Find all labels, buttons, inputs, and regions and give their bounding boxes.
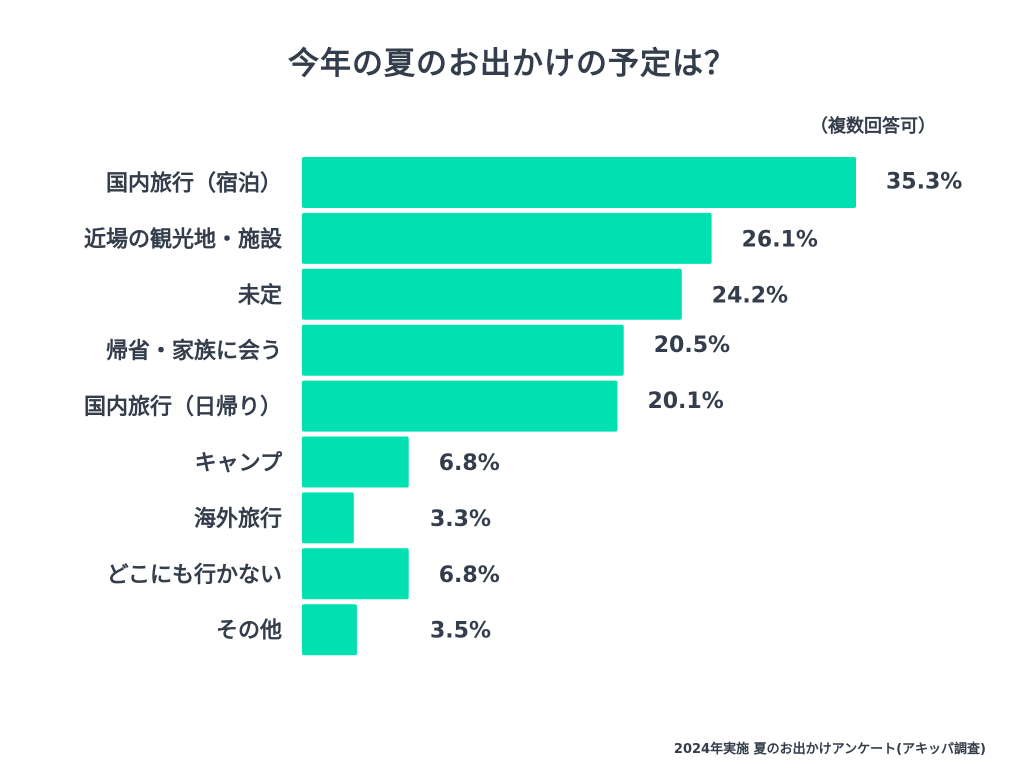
value-label: 35.3% bbox=[886, 170, 962, 195]
bar bbox=[302, 268, 682, 320]
value-label: 20.5% bbox=[654, 333, 730, 358]
category-label: 国内旅行（宿泊） bbox=[106, 171, 282, 197]
category-label: どこにも行かない bbox=[107, 562, 282, 588]
bar bbox=[302, 436, 409, 488]
bar-row: 海外旅行 3.3% bbox=[194, 492, 491, 544]
bar bbox=[302, 324, 624, 376]
bar-row: 国内旅行（宿泊） 35.3% bbox=[106, 157, 962, 208]
source-note: 2024年実施 夏のお出かけアンケート(アキッパ調査) bbox=[673, 742, 986, 757]
category-label: 帰省・家族に会う bbox=[106, 338, 282, 364]
bar bbox=[302, 157, 856, 208]
value-label: 20.1% bbox=[647, 389, 723, 414]
bar-row: 近場の観光地・施設 26.1% bbox=[84, 212, 818, 264]
bar bbox=[302, 380, 618, 432]
bar-row: 未定 24.2% bbox=[238, 268, 788, 320]
bar bbox=[302, 212, 712, 264]
value-label: 3.5% bbox=[430, 619, 491, 644]
multiple-answers-note: （複数回答可） bbox=[810, 116, 936, 137]
bar-row: 帰省・家族に会う 20.5% bbox=[106, 324, 730, 376]
bar bbox=[302, 492, 354, 544]
bar-row: 国内旅行（日帰り） 20.1% bbox=[84, 380, 724, 432]
category-label: その他 bbox=[216, 619, 282, 644]
category-label: キャンプ bbox=[195, 451, 283, 476]
value-label: 3.3% bbox=[430, 507, 491, 532]
bar-row: その他 3.5% bbox=[216, 604, 491, 656]
bar-row: キャンプ 6.8% bbox=[195, 436, 500, 488]
bar-row: どこにも行かない 6.8% bbox=[107, 548, 500, 600]
value-label: 26.1% bbox=[742, 227, 818, 252]
value-label: 24.2% bbox=[712, 283, 788, 308]
category-label: 国内旅行（日帰り） bbox=[84, 394, 282, 420]
bar bbox=[302, 548, 409, 600]
value-label: 6.8% bbox=[439, 563, 500, 588]
category-label: 海外旅行 bbox=[194, 506, 282, 532]
bar bbox=[302, 604, 357, 656]
category-label: 近場の観光地・施設 bbox=[84, 226, 283, 252]
value-label: 6.8% bbox=[439, 451, 500, 476]
chart-title: 今年の夏のお出かけの予定は？ bbox=[288, 46, 736, 82]
category-label: 未定 bbox=[238, 282, 282, 308]
